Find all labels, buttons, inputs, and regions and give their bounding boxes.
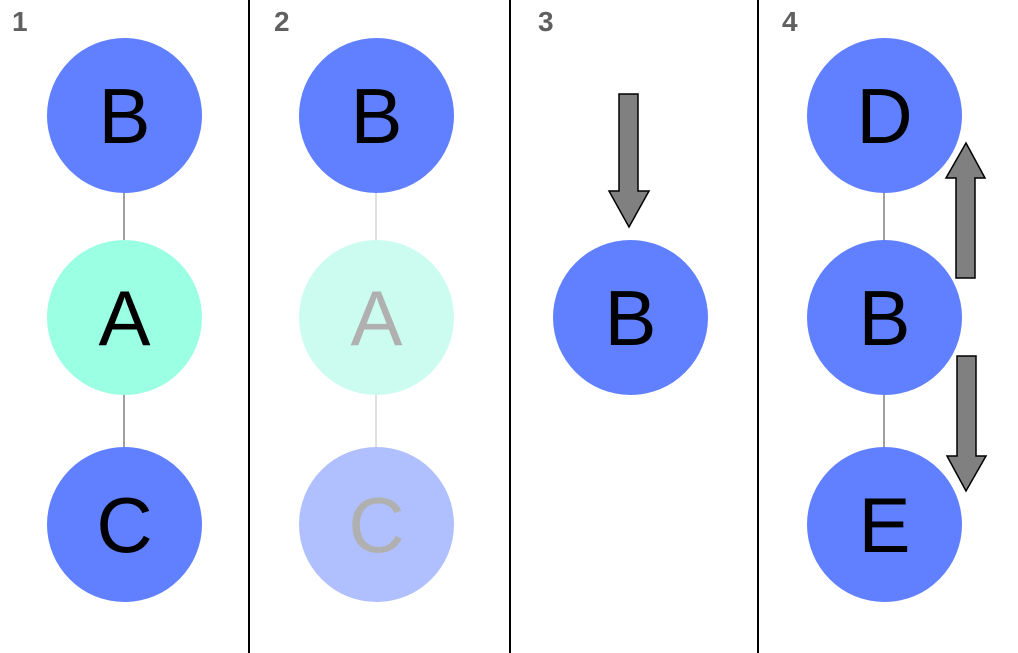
- panel-4: 4 D B E: [759, 0, 1018, 653]
- node-label: B: [98, 71, 151, 160]
- node-label: B: [604, 273, 657, 362]
- node-c: C: [47, 447, 202, 602]
- node-a: A: [47, 240, 202, 395]
- node-label: E: [858, 480, 911, 569]
- panel-label: 3: [538, 6, 554, 37]
- node-label: B: [350, 71, 403, 160]
- panel-label: 4: [782, 6, 798, 37]
- node-b: B: [47, 38, 202, 193]
- panel-1: 1 B A C: [0, 0, 248, 653]
- node-label: A: [350, 273, 403, 362]
- node-b: B: [553, 240, 708, 395]
- node-a-faded: A: [299, 240, 454, 395]
- edge-a-c: [123, 392, 125, 450]
- panel-divider-2: [509, 0, 511, 653]
- arrow-down-icon: [607, 93, 651, 229]
- panel-divider-3: [757, 0, 759, 653]
- node-label: D: [856, 71, 913, 160]
- panel-label: 1: [12, 6, 28, 37]
- node-label: A: [98, 273, 151, 362]
- arrow-up-icon: [944, 141, 987, 279]
- node-label: C: [348, 480, 405, 569]
- panel-3: 3 B: [511, 0, 757, 653]
- panel-label: 2: [274, 6, 290, 37]
- node-e: E: [807, 447, 962, 602]
- edge-b-a: [123, 190, 125, 242]
- edge-d-b: [883, 190, 885, 242]
- node-b: B: [807, 240, 962, 395]
- node-c-faded: C: [299, 447, 454, 602]
- arrow-down-icon: [945, 355, 988, 493]
- edge-a-c: [375, 392, 377, 450]
- edge-b-a: [375, 190, 377, 242]
- edge-b-e: [883, 392, 885, 450]
- panel-2: 2 B A C: [250, 0, 509, 653]
- node-b: B: [299, 38, 454, 193]
- node-label: C: [96, 480, 153, 569]
- node-label: B: [858, 273, 911, 362]
- panel-divider-1: [248, 0, 250, 653]
- node-d: D: [807, 38, 962, 193]
